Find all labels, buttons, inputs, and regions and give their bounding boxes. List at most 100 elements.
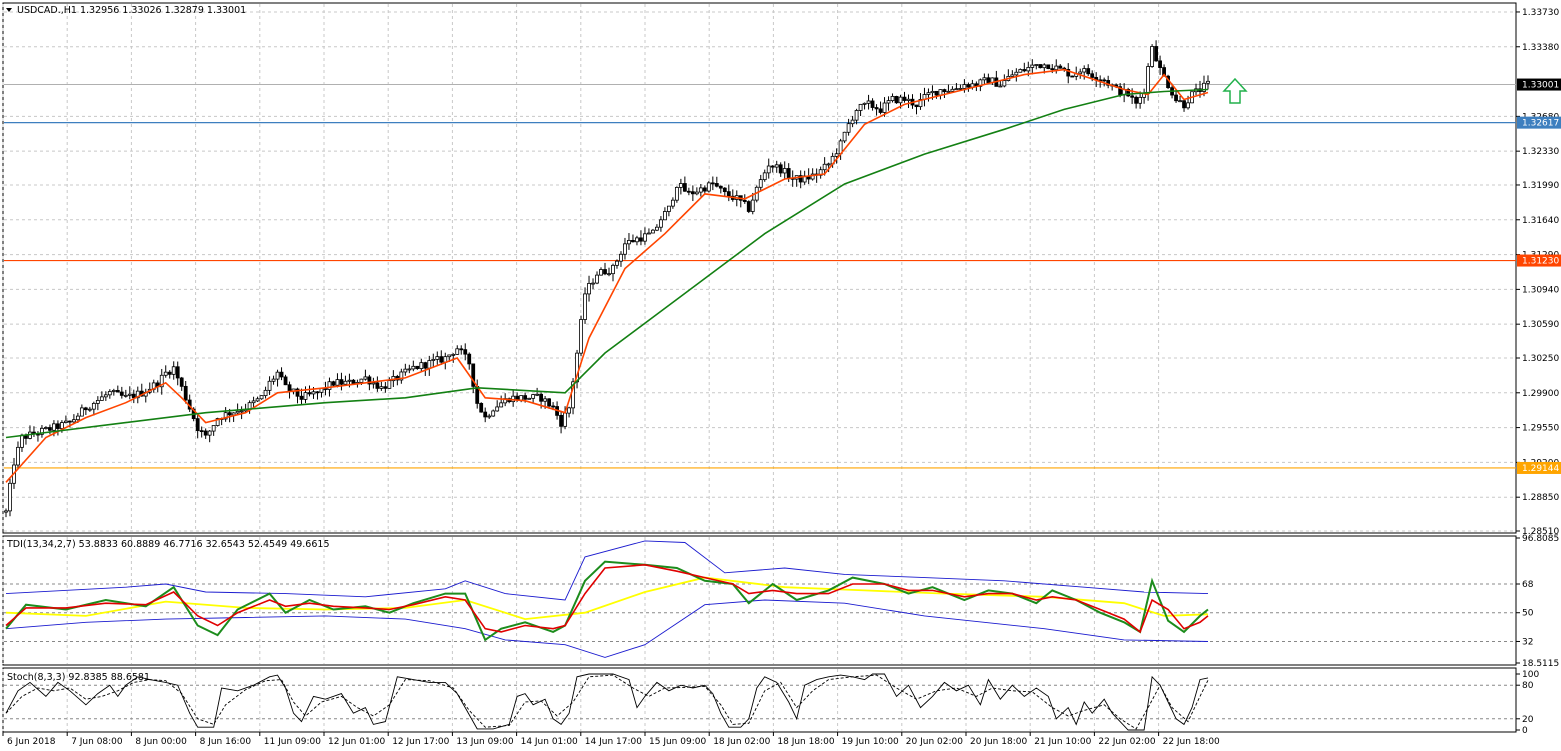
candle-body (635, 237, 639, 243)
candle-body (307, 392, 312, 395)
candle-body (523, 395, 528, 400)
candle-body (131, 393, 136, 399)
candle-body (295, 388, 300, 397)
candle-body (543, 398, 548, 402)
candle-body (746, 201, 751, 212)
candle-body (567, 407, 571, 414)
tdi-axis-tick-label: 68 (1522, 580, 1534, 590)
time-axis-label: 8 Jun 16:00 (200, 737, 252, 747)
candle-body (694, 191, 699, 195)
candle-body (40, 427, 44, 435)
candle-body (639, 237, 643, 242)
candle-body (111, 390, 116, 392)
candle-body (986, 77, 991, 84)
candle-body (303, 392, 308, 400)
candle-body (1082, 68, 1087, 73)
candle-body (1206, 80, 1210, 84)
candle-body (778, 164, 783, 174)
candle-body (163, 371, 168, 376)
current-price-tag (1517, 78, 1561, 91)
candle-body (16, 446, 20, 466)
candle-body (327, 381, 332, 390)
candle-body (239, 410, 244, 413)
time-axis-label: 11 Jun 09:00 (264, 737, 321, 747)
candle-body (419, 362, 424, 369)
candle-body (882, 102, 887, 113)
candle-body (95, 400, 100, 404)
candle-body (1078, 71, 1083, 75)
time-axis-label: 21 Jun 10:00 (1034, 737, 1091, 747)
candle-body (810, 173, 815, 180)
candle-body (1030, 64, 1035, 68)
candle-body (211, 425, 216, 432)
candle-body (894, 96, 899, 104)
candle-body (998, 85, 1003, 88)
candle-body (1106, 80, 1111, 86)
candle-body (878, 108, 883, 113)
candle-body (287, 384, 292, 392)
candle-body (591, 282, 595, 285)
candle-body (135, 390, 140, 399)
candle-body (862, 102, 867, 105)
time-axis-label: 7 Jun 08:00 (71, 737, 123, 747)
candle-body (407, 368, 412, 371)
candle-body (854, 110, 859, 121)
candle-body (215, 418, 220, 426)
candle-body (71, 419, 76, 423)
candle-body (207, 430, 212, 436)
candle-body (615, 260, 619, 266)
candle-body (718, 185, 723, 189)
candle-body (1138, 96, 1143, 104)
candle-body (1202, 82, 1206, 92)
tdi-axis-tick-label: 96.8085 (1522, 534, 1559, 544)
candle-body (750, 199, 755, 212)
candle-body (299, 395, 304, 400)
time-axis-label: 20 Jun 18:00 (970, 737, 1027, 747)
candle-body (347, 379, 352, 382)
candle-body (123, 394, 128, 397)
candle-body (623, 243, 627, 255)
candle-body (99, 396, 104, 401)
candle-body (491, 410, 496, 417)
candle-body (283, 376, 288, 386)
candle-body (786, 168, 791, 179)
candle-body (4, 510, 8, 513)
candle-body (762, 172, 767, 181)
candle-body (587, 283, 591, 295)
candle-body (183, 385, 188, 401)
stoch-series-line (5, 673, 1209, 731)
price-axis-tick-label: 1.30590 (1522, 320, 1559, 330)
candle-body (203, 430, 208, 436)
candle-body (8, 482, 12, 512)
candle-body (798, 175, 803, 183)
candle-body (455, 348, 460, 355)
candle-body (599, 269, 603, 276)
candle-body (850, 119, 855, 125)
candle-body (583, 293, 587, 320)
time-axis-label: 6 Jun 2018 (7, 737, 56, 747)
price-axis-tick-label: 1.29550 (1522, 424, 1559, 434)
symbol-info-label: USDCAD.,H1 1.32956 1.33026 1.32879 1.330… (17, 5, 246, 16)
candle-body (311, 391, 316, 395)
candle-body (607, 273, 611, 276)
candle-body (559, 414, 563, 427)
price-axis-tick-label: 1.30250 (1522, 354, 1559, 364)
candle-body (271, 378, 276, 382)
horizontal-levels (4, 84, 1516, 469)
candle-body (91, 402, 96, 410)
tdi-indicator (4, 540, 1515, 658)
candle-body (674, 186, 679, 201)
candle-body (978, 79, 983, 87)
price-axis-tick-label: 1.30940 (1522, 285, 1559, 295)
candle-body (527, 397, 532, 400)
candle-body (1058, 65, 1063, 69)
moving-average-line (5, 68, 1209, 483)
candle-body (103, 394, 108, 398)
candle-body (643, 233, 647, 242)
tdi-axis-tick-label: 32 (1522, 637, 1533, 647)
symbol-menu-triangle-icon[interactable] (6, 8, 12, 12)
stoch-axis-tick-label: 0 (1522, 726, 1528, 736)
tdi-indicator-label: TDI(13,34,2,7) 53.8833 60.8889 46.7716 3… (6, 539, 330, 550)
candle-body (411, 365, 416, 370)
